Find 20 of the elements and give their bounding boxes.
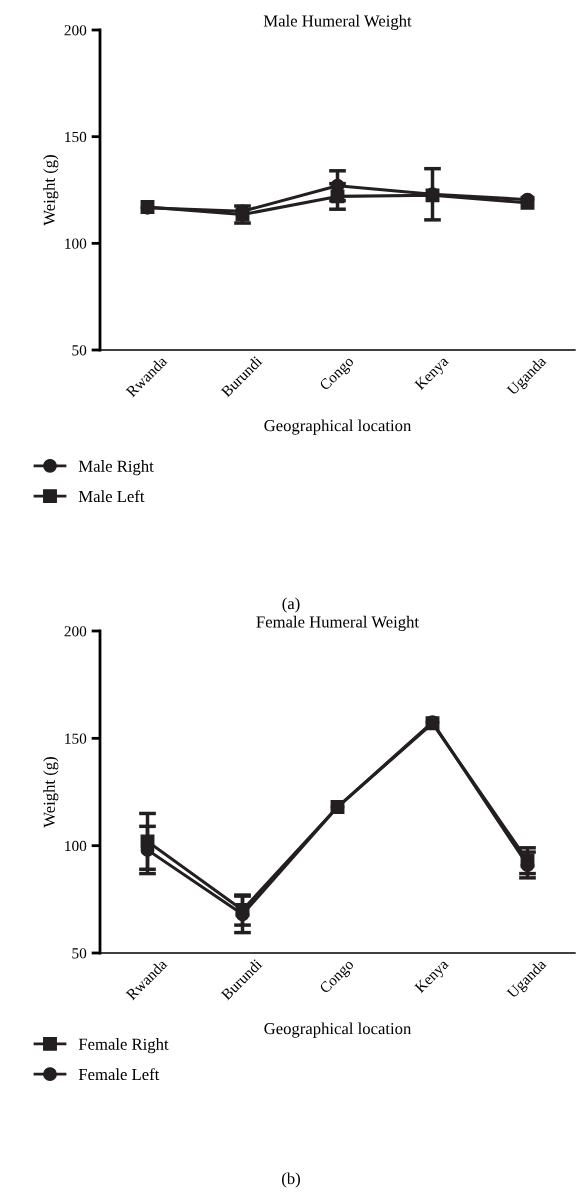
x-axis-title: Geographical location <box>264 419 412 435</box>
y-tick-label: 150 <box>65 131 87 143</box>
chart-title: Male Humeral Weight <box>263 14 412 30</box>
y-tick-label: 100 <box>65 840 87 852</box>
y-tick-label: 200 <box>64 626 87 637</box>
y-axis-title: Weight (g) <box>43 757 59 828</box>
legend-label: Male Right <box>78 460 154 476</box>
legend-label: Male Left <box>78 490 145 503</box>
y-tick-label: 200 <box>64 25 87 36</box>
text: (a) <box>282 597 300 613</box>
y-tick-label: 150 <box>65 733 87 744</box>
legend-label: Female Left <box>78 1068 160 1081</box>
y-tick-label: 100 <box>65 238 87 249</box>
y-tick-label: 50 <box>72 345 87 356</box>
chart-title: Female Humeral Weight <box>256 615 419 631</box>
text: (b) <box>282 1172 300 1188</box>
y-axis-title: Weight (g) <box>43 155 59 226</box>
y-tick-label: 50 <box>72 948 87 959</box>
legend-label: Female Right <box>78 1038 169 1054</box>
x-axis-title: Geographical location <box>264 1022 412 1038</box>
